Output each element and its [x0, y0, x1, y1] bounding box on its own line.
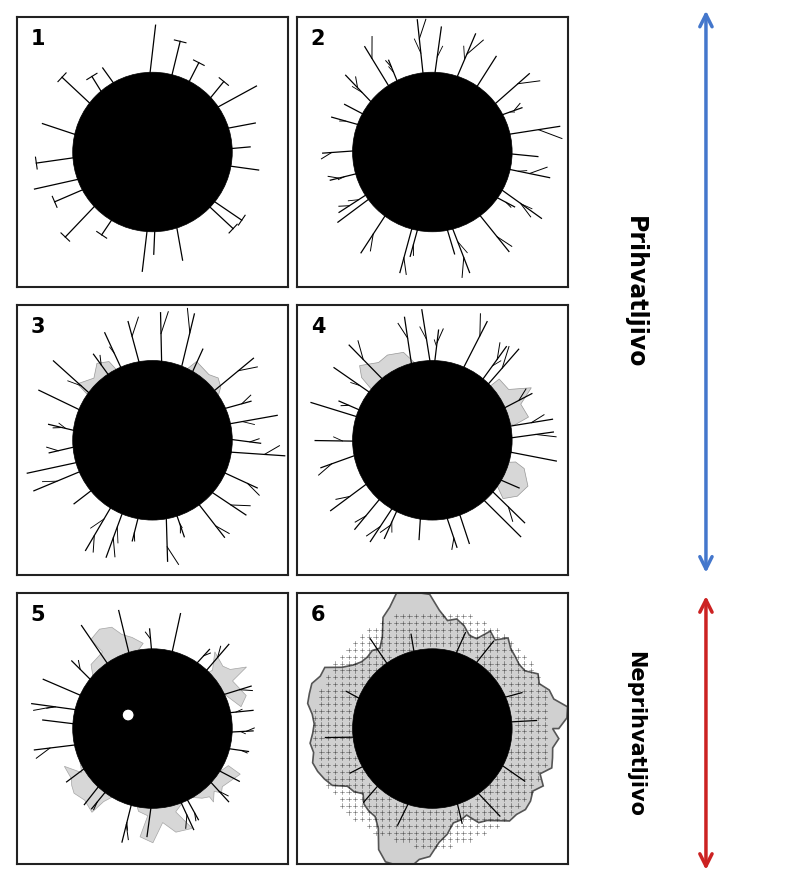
Polygon shape: [78, 362, 130, 408]
Text: 6: 6: [311, 604, 325, 625]
Circle shape: [73, 74, 232, 232]
Polygon shape: [308, 586, 568, 871]
Polygon shape: [64, 750, 119, 812]
Circle shape: [352, 361, 512, 520]
Polygon shape: [184, 362, 221, 412]
Text: 1: 1: [31, 28, 46, 49]
Text: Prihvatljivo: Prihvatljivo: [623, 216, 647, 369]
Polygon shape: [181, 759, 240, 802]
Polygon shape: [475, 379, 531, 426]
Text: 2: 2: [311, 28, 325, 49]
Text: Neprihvatljivo: Neprihvatljivo: [625, 650, 645, 816]
Circle shape: [73, 649, 232, 808]
Polygon shape: [135, 781, 192, 843]
Text: 3: 3: [31, 316, 46, 337]
Polygon shape: [360, 353, 415, 406]
Polygon shape: [184, 652, 246, 711]
Circle shape: [352, 649, 512, 808]
Circle shape: [73, 361, 232, 520]
Polygon shape: [91, 627, 155, 692]
Text: 5: 5: [31, 604, 46, 625]
Polygon shape: [480, 447, 528, 499]
Circle shape: [352, 74, 512, 232]
Text: 4: 4: [311, 316, 325, 337]
Circle shape: [122, 710, 134, 721]
